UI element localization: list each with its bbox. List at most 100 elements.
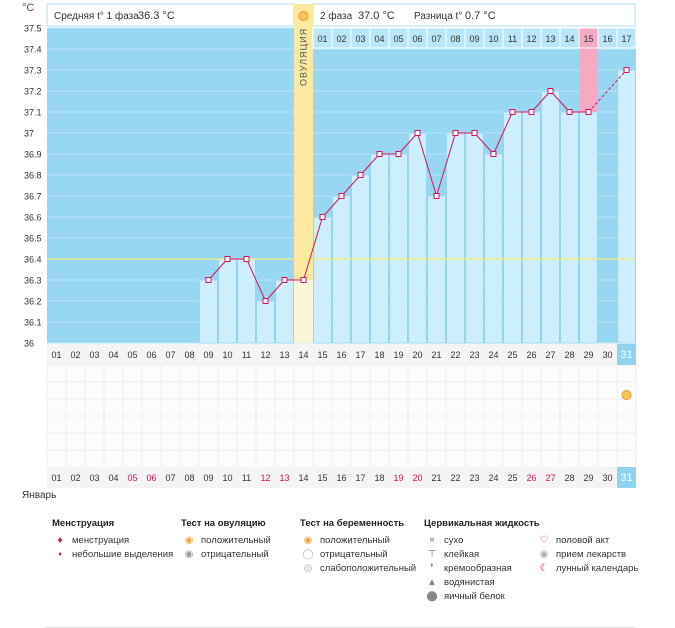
- x-tick-label: 27: [545, 350, 555, 360]
- legend-item: ☾ лунный календарь: [536, 562, 639, 576]
- temperature-bar: [275, 279, 294, 344]
- x-tick-label: 29: [583, 350, 593, 360]
- legend-other: ♡ половой акт ◉ прием лекарств ☾ лунный кал…: [536, 534, 639, 576]
- x-tick-label: 28: [564, 350, 574, 360]
- x-tick-label: 19: [393, 350, 403, 360]
- date-label: 20: [412, 473, 422, 483]
- series-segment: [531, 90, 551, 113]
- temperature-point: [490, 151, 497, 157]
- month-label: Январь: [22, 490, 56, 501]
- series-segment: [417, 132, 437, 197]
- date-label: 24: [488, 473, 498, 483]
- temperature-point: [243, 256, 250, 262]
- sticky-icon: ⊤: [427, 549, 437, 560]
- temperature-point: [452, 130, 459, 136]
- x-tick-label: 24: [488, 350, 498, 360]
- legend-pregnancy-title: Тест на беременность: [300, 518, 405, 529]
- date-label: 08: [184, 473, 194, 483]
- temperature-point: [205, 277, 212, 283]
- eggwhite-icon: ⬤: [426, 591, 438, 602]
- sun-negative-icon: ◉: [184, 549, 194, 560]
- temperature-point: [585, 109, 592, 115]
- temperature-bar: [560, 111, 579, 344]
- cycle-day-label: 16: [602, 34, 612, 44]
- date-label: 28: [564, 473, 574, 483]
- legend-item: ◎ слабоположительный: [300, 562, 416, 576]
- date-label: 18: [374, 473, 384, 483]
- temperature-point: [623, 67, 630, 73]
- legend-menstruation-title: Менструация: [52, 518, 115, 529]
- temperature-point: [509, 109, 516, 115]
- drop-icon: ♦: [57, 535, 63, 546]
- x-tick-label: 18: [374, 350, 384, 360]
- cycle-day-label: 09: [469, 34, 479, 44]
- cycle-day-label: 11: [508, 34, 517, 44]
- legend-item: × сухо: [424, 534, 540, 548]
- y-tick-label: 37.1: [24, 108, 42, 118]
- heart-icon: ♡: [539, 535, 549, 546]
- y-tick-label: 37.4: [24, 45, 42, 55]
- date-label: 27: [545, 473, 555, 483]
- temperature-bar: [389, 153, 408, 344]
- series-segment: [550, 90, 570, 113]
- series-segment: [208, 258, 228, 281]
- x-tick-label: 06: [146, 350, 156, 360]
- date-label: 07: [165, 473, 175, 483]
- x-tick-label: 15: [317, 350, 327, 360]
- legend-cervical: Цервикальная жидкость × сухо ⊤ клейкая ❜ кр…: [424, 518, 540, 604]
- preg-positive-icon: ◉: [303, 535, 313, 546]
- date-row-bottom: [47, 467, 636, 488]
- current-day-top: [617, 344, 636, 365]
- y-tick-label: 36.3: [24, 276, 42, 286]
- cycle-day-label: 06: [412, 34, 422, 44]
- legend-item: ♡ половой акт: [536, 534, 638, 548]
- temperature-bar: [484, 153, 503, 344]
- legend-pregnancy-test: Тест на беременность ◉ положительный ◯ отр…: [300, 518, 416, 576]
- legend-menstruation: Менструация ♦ менструация ♦ небольшие выде…: [52, 518, 173, 562]
- bbt-chart: Средняя t° 1 фаза 36.3 °C 2 фаза 37.0 °C…: [22, 2, 637, 501]
- phase2-value: 37.0 °C: [358, 10, 395, 22]
- cycle-day-label: 03: [355, 34, 365, 44]
- temperature-point: [300, 277, 307, 283]
- preg-weak-icon: ◎: [303, 563, 313, 574]
- y-tick-label: 36.5: [24, 234, 42, 244]
- cycle-day-label: 17: [621, 34, 631, 44]
- x-tick-label: 01: [51, 350, 61, 360]
- temperature-bar: [503, 111, 522, 344]
- date-label: 22: [450, 473, 460, 483]
- date-label: 13: [279, 473, 289, 483]
- series-segment: [265, 279, 285, 302]
- temperature-point: [471, 130, 478, 136]
- cycle-day-label: 15: [583, 34, 593, 44]
- series-segment: [588, 69, 627, 113]
- y-tick-label: 37: [24, 129, 34, 139]
- date-label: 05: [127, 473, 137, 483]
- temperature-bar: [617, 69, 636, 344]
- phase1-label: Средняя t° 1 фаза: [54, 10, 139, 22]
- legend-item: ◉ отрицательный: [181, 548, 271, 562]
- legend-item: ◉ прием лекарств: [536, 548, 638, 562]
- pill-icon: ◉: [539, 549, 549, 560]
- cycle-day-label: 02: [336, 34, 346, 44]
- moon-icon: ☾: [539, 563, 549, 574]
- temperature-bar: [465, 132, 484, 344]
- temperature-point: [528, 109, 535, 115]
- y-tick-label: 36.4: [24, 255, 42, 265]
- x-tick-label: 30: [602, 350, 612, 360]
- temperature-bar: [332, 195, 351, 344]
- x-tick-label: 26: [526, 350, 536, 360]
- x-tick-label: 05: [127, 350, 137, 360]
- y-tick-label: 37.2: [24, 87, 42, 97]
- y-tick-label: 36.9: [24, 150, 42, 160]
- x-tick-label: 13: [279, 350, 289, 360]
- x-tick-label: 22: [450, 350, 460, 360]
- temperature-point: [357, 172, 364, 178]
- series-segment: [303, 216, 323, 281]
- legend-item: ❜ кремообразная: [424, 562, 540, 576]
- ovulation-test-icon: [621, 390, 632, 400]
- date-label: 30: [602, 473, 612, 483]
- date-label: 10: [222, 473, 232, 483]
- x-tick-label: 17: [355, 350, 365, 360]
- highlight-column: [579, 28, 598, 112]
- dry-icon: ×: [429, 535, 435, 546]
